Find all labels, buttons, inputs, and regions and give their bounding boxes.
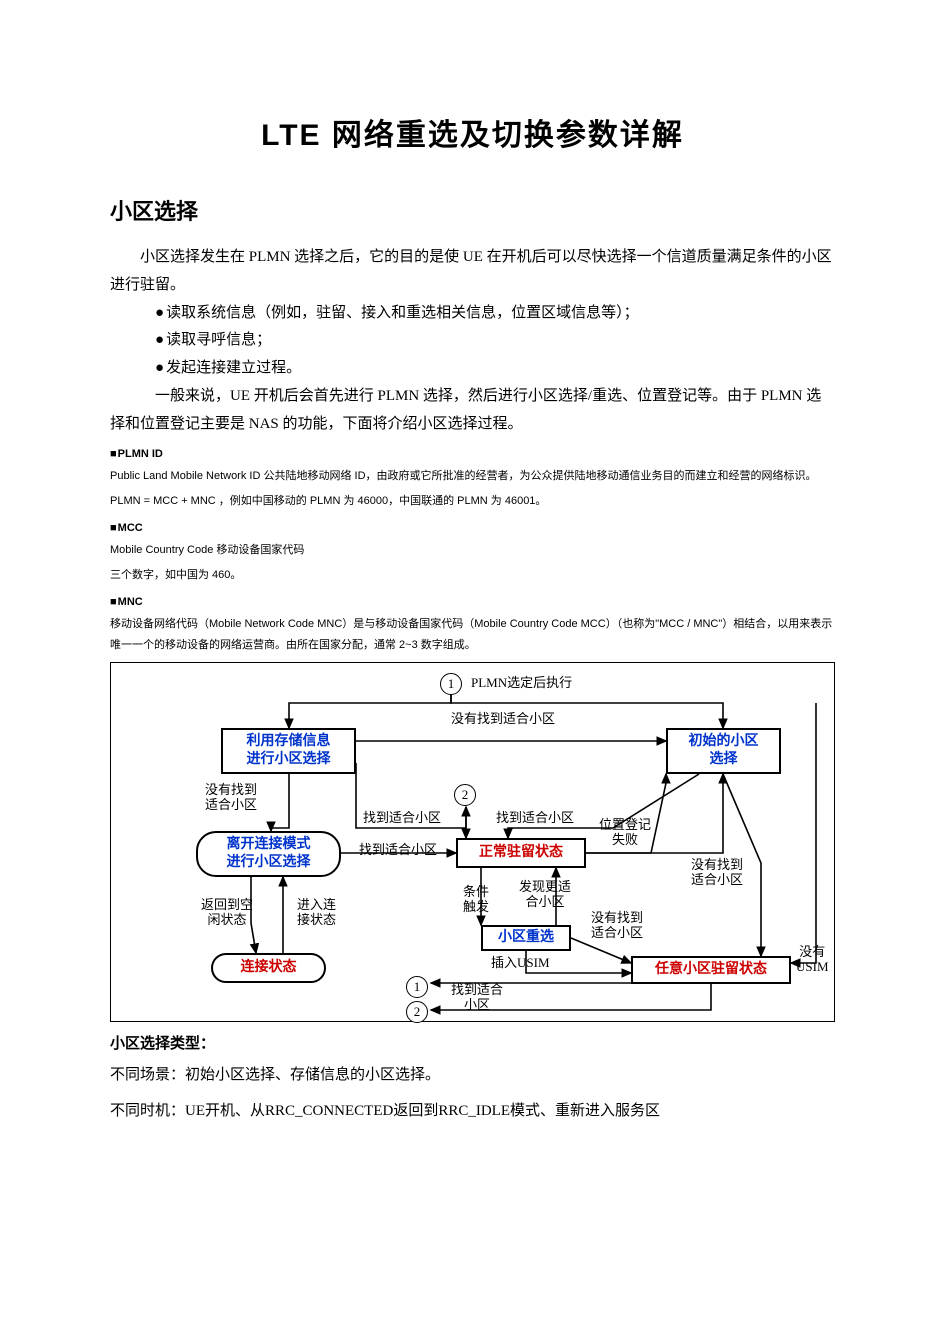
- selection-type-line-1: 不同场景：初始小区选择、存储信息的小区选择。: [110, 1061, 835, 1090]
- label-enter_conn: 进入连接状态: [297, 898, 336, 928]
- mcc-text-1: Mobile Country Code 移动设备国家代码: [110, 540, 835, 561]
- page-title: LTE 网络重选及切换参数详解: [110, 110, 835, 154]
- mnc-text: 移动设备网络代码（Mobile Network Code MNC）是与移动设备国…: [110, 614, 835, 656]
- label-found_better: 发现更适合小区: [519, 880, 571, 910]
- arrow-14: [571, 938, 631, 963]
- circle-c1_top: 1: [440, 673, 462, 695]
- mnc-heading: MNC: [110, 596, 835, 608]
- arrow-0: [289, 695, 451, 728]
- label-found_bot: 找到适合小区: [451, 983, 503, 1013]
- mcc-heading: MCC: [110, 522, 835, 534]
- label-no_cell_mid: 没有找到适合小区: [591, 911, 643, 941]
- plmn-id-text-1: Public Land Mobile Network ID 公共陆地移动网络 I…: [110, 466, 835, 487]
- node-resel: 小区重选: [481, 925, 571, 951]
- section-heading: 小区选择: [110, 194, 835, 226]
- bullet-3: 发起连接建立过程。: [110, 355, 835, 383]
- selection-type-line-2: 不同时机：UE开机、从RRC_CONNECTED返回到RRC_IDLE模式、重新…: [110, 1097, 835, 1126]
- intro-paragraph-1: 小区选择发生在 PLMN 选择之后，它的目的是使 UE 在开机后可以尽快选择一个…: [110, 244, 835, 300]
- arrow-20: [631, 984, 711, 1010]
- node-leave_conn: 离开连接模式进行小区选择: [196, 831, 341, 877]
- mcc-text-2: 三个数字，如中国为 460。: [110, 565, 835, 586]
- label-no_cell_top: 没有找到适合小区: [451, 712, 555, 727]
- bullet-2: 读取寻呼信息；: [110, 327, 835, 355]
- label-found2: 找到适合小区: [496, 811, 574, 826]
- label-no_cell_right: 没有找到适合小区: [691, 858, 743, 888]
- bullet-1: 读取系统信息（例如，驻留、接入和重选相关信息，位置区域信息等）；: [110, 300, 835, 328]
- document-page: LTE 网络重选及切换参数详解 小区选择 小区选择发生在 PLMN 选择之后，它…: [0, 0, 945, 1166]
- node-init_sel: 初始的小区选择: [666, 728, 781, 774]
- label-cond_trig: 条件触发: [463, 885, 489, 915]
- label-found1: 找到适合小区: [363, 811, 441, 826]
- label-ret_idle: 返回到空闲状态: [201, 898, 253, 928]
- label-no_usim: 没有USIM: [796, 945, 829, 975]
- label-found_left: 找到适合小区: [359, 843, 437, 858]
- node-any_camp: 任意小区驻留状态: [631, 956, 791, 984]
- intro-paragraph-2: 一般来说，UE 开机后会首先进行 PLMN 选择，然后进行小区选择/重选、位置登…: [110, 383, 835, 439]
- selection-type-heading: 小区选择类型：: [110, 1032, 835, 1053]
- label-insert_usim: 插入USIM: [491, 956, 550, 971]
- circle-c1_bot: 1: [406, 976, 428, 998]
- node-store_sel: 利用存储信息进行小区选择: [221, 728, 356, 774]
- arrow-16: [791, 703, 816, 963]
- flowchart-diagram: 利用存储信息进行小区选择 初始的小区选择离开连接模式进行小区选择 正常驻留状态小区重…: [110, 662, 835, 1022]
- node-normal_camp: 正常驻留状态: [456, 838, 586, 868]
- plmn-id-text-2: PLMN = MCC + MNC ，例如中国移动的 PLMN 为 46000，中…: [110, 491, 835, 512]
- plmn-id-heading: PLMN ID: [110, 448, 835, 460]
- node-conn_state: 连接状态: [211, 953, 326, 983]
- circle-c2_bot: 2: [406, 1001, 428, 1023]
- circle-c2_mid: 2: [454, 784, 476, 806]
- label-plmn_after: PLMN选定后执行: [471, 676, 572, 691]
- label-no_cell_left: 没有找到适合小区: [205, 783, 257, 813]
- label-loc_fail: 位置登记失败: [599, 818, 651, 848]
- arrow-3: [271, 774, 289, 831]
